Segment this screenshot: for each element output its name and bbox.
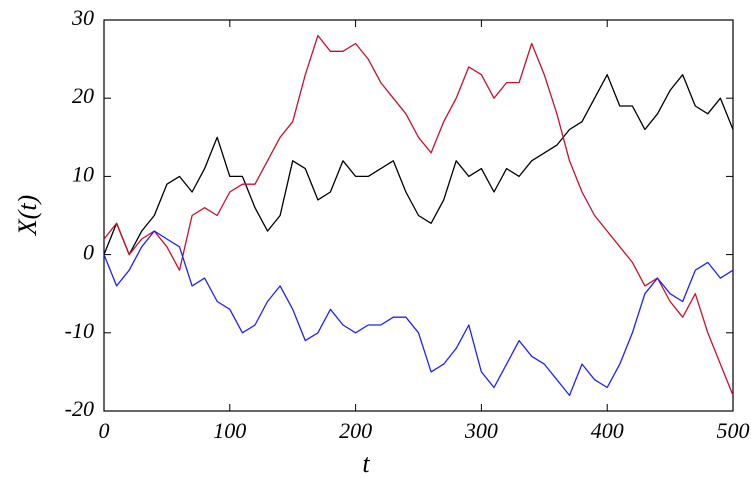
x-tick-label: 100 — [213, 418, 246, 443]
y-tick-label: 10 — [72, 161, 94, 186]
series-line — [103, 74, 734, 256]
series-line — [103, 230, 734, 397]
y-tick-label: -10 — [65, 318, 94, 343]
series-line — [103, 34, 734, 396]
y-tick-label: -20 — [65, 396, 94, 421]
y-axis-title: X(t) — [13, 195, 42, 236]
x-tick-label: 0 — [99, 418, 110, 443]
x-tick-label: 400 — [591, 418, 624, 443]
x-tick-label: 200 — [339, 418, 372, 443]
x-tick-label: 300 — [464, 418, 498, 443]
y-tick-label: 0 — [83, 240, 94, 265]
plot-frame — [103, 19, 734, 412]
x-axis-title: t — [362, 449, 370, 478]
y-tick-label: 30 — [71, 5, 94, 30]
x-tick-label: 500 — [717, 418, 750, 443]
y-tick-label: 20 — [72, 83, 94, 108]
